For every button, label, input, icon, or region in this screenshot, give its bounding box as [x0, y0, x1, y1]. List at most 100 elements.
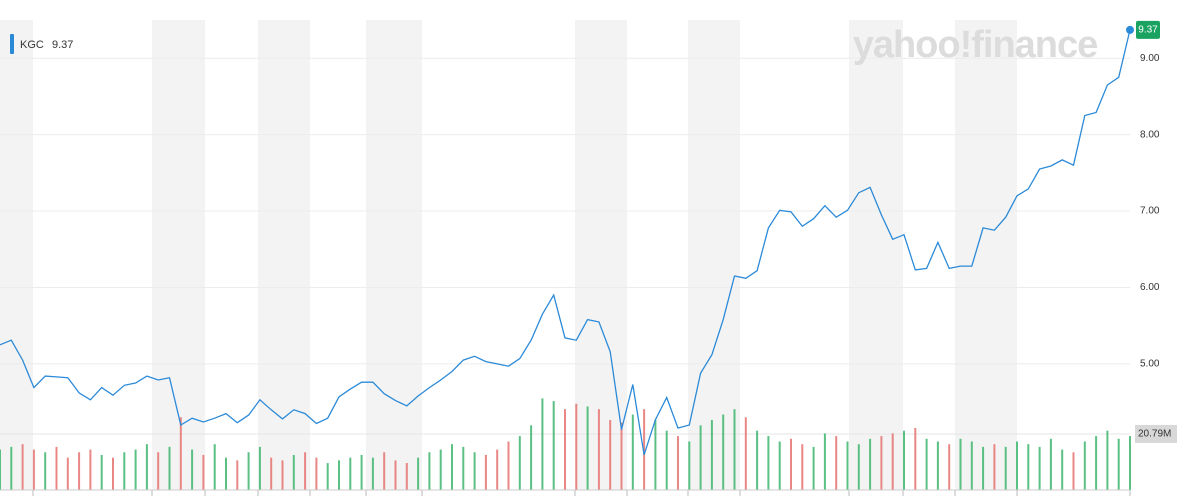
volume-bar: [10, 446, 13, 490]
volume-bar: [168, 446, 171, 490]
volume-bar: [1049, 438, 1052, 490]
volume-bar: [654, 419, 657, 490]
y-tick-label: 9.00: [1140, 53, 1160, 64]
volume-bar: [360, 454, 363, 490]
volume-bar: [891, 433, 894, 490]
volume-bar: [586, 406, 589, 490]
last-price-label: 9.37: [1138, 25, 1158, 36]
y2-tick-label: 20.79M: [1138, 429, 1171, 440]
volume-bar: [112, 457, 114, 490]
volume-bar: [530, 425, 533, 490]
month-bands: [0, 20, 1131, 496]
grid: [0, 57, 1130, 435]
volume-bar: [925, 438, 928, 490]
watermark: yahoo!finance: [853, 24, 1098, 66]
volume-bar: [292, 454, 295, 490]
legend-name: KGC: [20, 39, 44, 51]
volume-bar: [236, 460, 239, 490]
volume-bar: [349, 457, 352, 490]
volume-bar: [1129, 436, 1131, 490]
volume-bar: [484, 454, 487, 490]
volume-bar: [631, 414, 634, 490]
volume-bar: [21, 444, 24, 490]
volume-bar: [66, 457, 69, 490]
volume-bar: [55, 446, 58, 490]
volume-bar: [326, 463, 329, 490]
volume-bar: [428, 452, 431, 490]
month-band: [849, 20, 903, 490]
last-price-tag: [1136, 20, 1160, 39]
volume-bar: [790, 438, 792, 490]
volume-bar: [32, 449, 35, 490]
volume-bar: [315, 457, 318, 490]
month-band: [0, 20, 33, 490]
volume-bar: [959, 438, 962, 490]
volume-bar: [270, 457, 273, 490]
volume-bar: [710, 419, 713, 490]
volume-bar: [304, 452, 307, 490]
volume-bar: [677, 436, 679, 490]
volume-bar: [643, 409, 646, 490]
volume-bar: [383, 452, 386, 490]
volume-bar: [462, 446, 465, 490]
last-point: [1126, 25, 1134, 34]
y-tick-label: 6.00: [1140, 282, 1160, 293]
volume-bar: [157, 452, 160, 490]
volume-bar: [473, 452, 476, 490]
y-tick-label: 7.00: [1140, 206, 1160, 217]
volume-bar: [597, 409, 600, 490]
month-band: [152, 20, 205, 490]
volume-bar: [801, 444, 804, 490]
volume-bar: [620, 422, 623, 490]
volume-bar: [914, 428, 917, 490]
volume-bar: [89, 449, 92, 490]
volume-bar: [744, 417, 747, 490]
volume-bar: [1095, 436, 1098, 490]
volume-bar: [903, 430, 905, 490]
volume-bar: [948, 444, 951, 490]
month-band: [366, 20, 422, 490]
volume-bar: [202, 454, 205, 490]
volume-bar: [123, 452, 126, 490]
price-line: [0, 29, 1131, 455]
y-tick-label: 5.00: [1140, 359, 1160, 370]
volume-bar: [1004, 446, 1007, 490]
month-band: [688, 20, 740, 490]
volume-bar: [496, 449, 499, 490]
volume-tag: [1135, 424, 1177, 443]
month-band: [955, 20, 1017, 490]
volume-bar: [281, 460, 284, 490]
volume-bar: [869, 438, 872, 490]
volume-bar: [439, 449, 442, 490]
volume-bar: [936, 441, 939, 490]
volume-bar: [1072, 452, 1075, 490]
volume-bar: [778, 441, 781, 490]
volume-bar: [417, 457, 420, 490]
volume-bar: [191, 449, 194, 490]
volume-bar: [722, 414, 725, 490]
volume-bar: [982, 446, 985, 490]
volume-bar: [1106, 430, 1109, 490]
volume-bar: [225, 457, 227, 490]
volume-bar: [179, 417, 182, 490]
volume-bar: [1061, 449, 1064, 490]
volume-bar: [699, 425, 702, 490]
volume-bar: [575, 403, 578, 490]
volume-bar: [552, 401, 555, 490]
legend-swatch: [10, 34, 14, 54]
volume-bar: [564, 409, 566, 490]
volume-bar: [835, 436, 838, 490]
volume-bar: [970, 441, 973, 490]
volume-bar: [733, 409, 736, 490]
volume-bar: [993, 444, 996, 490]
volume-bar: [767, 436, 770, 490]
volume-bar: [756, 430, 759, 490]
volume-bar: [247, 452, 250, 490]
legend-value: 9.37: [52, 39, 73, 51]
volume-bar: [134, 449, 137, 490]
volume-bar: [145, 444, 148, 490]
volume-bar: [44, 452, 47, 490]
volume-bar: [665, 430, 668, 490]
